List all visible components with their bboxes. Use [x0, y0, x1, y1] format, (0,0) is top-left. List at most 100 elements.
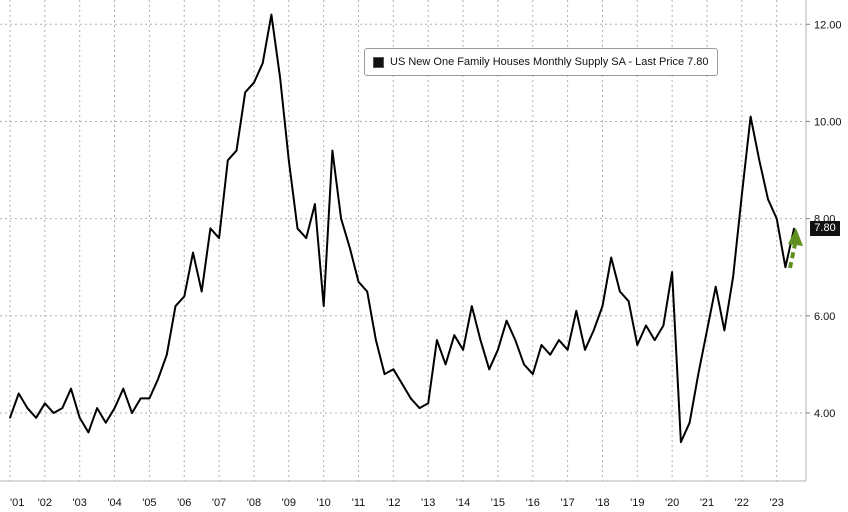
data-point: [497, 349, 499, 351]
x-tick-label: '20: [665, 497, 679, 509]
x-tick-label: '02: [38, 497, 52, 509]
x-tick-label: '12: [386, 497, 400, 509]
horizontal-grid: [0, 23, 806, 414]
data-point: [218, 237, 220, 239]
data-point: [261, 62, 264, 64]
x-tick-label: '04: [107, 497, 121, 509]
data-point: [653, 339, 656, 341]
data-point: [270, 13, 273, 16]
data-point: [70, 387, 72, 390]
last-price-tag: 7.80: [810, 221, 840, 236]
x-tick-label: '19: [630, 497, 644, 509]
data-point: [349, 247, 351, 249]
data-point: [662, 324, 665, 327]
data-point: [166, 353, 168, 356]
data-point: [244, 91, 246, 94]
data-point: [723, 329, 726, 332]
data-point: [688, 421, 691, 424]
data-point: [418, 407, 421, 409]
data-point: [366, 290, 369, 293]
data-point: [44, 402, 46, 405]
x-tick-label: '23: [770, 497, 784, 509]
data-point: [87, 431, 90, 434]
data-point: [227, 159, 229, 162]
data-point: [279, 76, 281, 79]
data-point: [410, 397, 412, 400]
data-point: [105, 421, 107, 424]
x-tick-label: '07: [212, 497, 226, 509]
x-tick-label: '08: [247, 497, 261, 509]
data-point: [575, 310, 578, 312]
data-point: [479, 339, 482, 341]
data-point: [357, 281, 360, 283]
data-point: [793, 227, 795, 230]
data-point: [714, 285, 717, 288]
data-point: [340, 217, 342, 220]
x-tick-label: '05: [142, 497, 156, 509]
y-tick-label: 12.00: [814, 19, 842, 31]
data-point: [775, 217, 778, 220]
x-tick-label: '09: [282, 497, 296, 509]
data-point: [784, 266, 787, 269]
data-point: [288, 159, 290, 162]
data-point: [444, 363, 447, 366]
data-point: [749, 115, 752, 118]
data-point: [671, 271, 673, 273]
y-tick-label: 6.00: [814, 311, 835, 323]
data-point: [200, 290, 203, 293]
data-point: [523, 363, 525, 366]
data-point: [558, 339, 560, 341]
data-point: [26, 407, 29, 409]
data-point: [383, 373, 386, 375]
x-tick-label: '15: [491, 497, 505, 509]
data-point: [331, 149, 334, 152]
x-tick-label: '11: [352, 497, 366, 509]
data-point: [566, 349, 569, 351]
data-point: [35, 417, 37, 419]
x-tick-label: '16: [526, 497, 540, 509]
data-point: [697, 373, 700, 375]
data-point: [392, 368, 395, 371]
x-tick-label: '14: [456, 497, 470, 509]
data-point: [148, 397, 151, 400]
data-point: [636, 344, 639, 346]
data-point: [113, 407, 116, 409]
data-point: [52, 412, 55, 414]
data-point: [209, 227, 212, 230]
data-point: [139, 397, 142, 400]
data-point: [253, 81, 255, 84]
data-point: [514, 339, 517, 341]
data-point: [436, 339, 438, 341]
data-point: [122, 387, 125, 390]
data-point: [758, 159, 761, 162]
data-point: [488, 368, 491, 371]
data-point: [453, 334, 456, 337]
data-point: [78, 417, 81, 419]
data-point: [17, 392, 20, 395]
data-point: [183, 295, 186, 298]
data-point: [610, 256, 612, 259]
data-point: [601, 305, 604, 307]
legend-swatch-icon: [373, 56, 384, 68]
data-point: [61, 407, 64, 409]
data-point: [680, 441, 682, 443]
data-point: [314, 203, 316, 205]
legend-label: US New One Family Houses Monthly Supply …: [390, 56, 709, 68]
data-point: [627, 300, 630, 303]
x-tick-label: '10: [316, 497, 330, 509]
data-point: [157, 378, 159, 380]
data-point: [375, 339, 377, 341]
data-point: [131, 412, 133, 414]
y-tick-label: 10.00: [814, 116, 842, 128]
data-point: [174, 305, 177, 307]
data-point: [549, 353, 551, 356]
data-point: [706, 329, 708, 332]
x-tick-label: '21: [700, 497, 714, 509]
data-point: [235, 149, 238, 152]
data-point: [322, 305, 325, 307]
data-point: [505, 319, 508, 322]
data-point: [767, 198, 769, 200]
data-point: [532, 373, 534, 375]
data-point: [584, 349, 586, 351]
